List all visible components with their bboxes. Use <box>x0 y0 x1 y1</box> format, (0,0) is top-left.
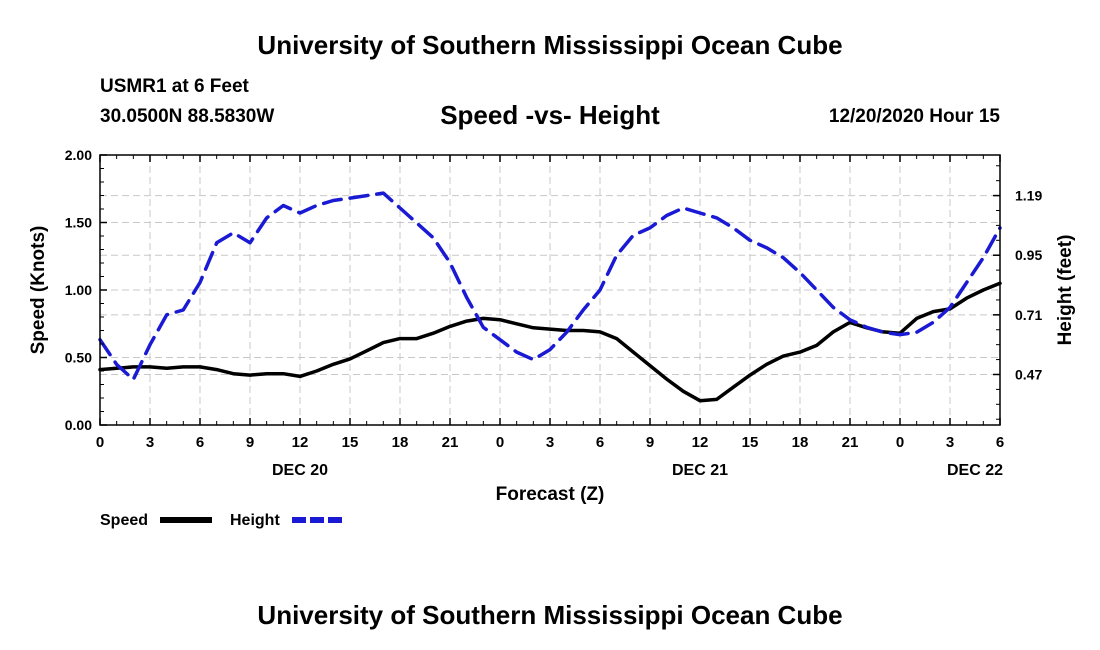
x-tick-label: 0 <box>896 434 904 451</box>
x-tick-label: 3 <box>146 434 154 451</box>
x-tick-label: 3 <box>946 434 954 451</box>
y-axis-title: Speed (Knots) <box>28 226 49 355</box>
y2-tick-label: 0.71 <box>1015 307 1042 323</box>
x-tick-label: 21 <box>842 434 859 451</box>
x-tick-label: 6 <box>196 434 204 451</box>
x-tick-label: 18 <box>792 434 809 451</box>
x-tick-label: 0 <box>496 434 504 451</box>
legend-label-speed: Speed <box>100 512 148 529</box>
day-label: DEC 22 <box>947 462 1003 479</box>
series-layer <box>98 191 1002 403</box>
page-title: University of Southern Mississippi Ocean… <box>257 30 843 60</box>
grid <box>100 155 1000 425</box>
legend: Speed Height <box>100 512 342 529</box>
footer-title: University of Southern Mississippi Ocean… <box>257 600 843 630</box>
legend-label-height: Height <box>230 512 280 529</box>
y-tick-label: 0.50 <box>65 350 92 366</box>
axes: 0 3 6 9 12 15 18 21 0 3 6 9 12 15 18 21 0 3 6 DEC 20 DEC 21 D… <box>65 147 1043 479</box>
y-tick-label: 2.00 <box>65 147 92 163</box>
day-label: DEC 21 <box>672 462 728 479</box>
y2-tick-label: 0.47 <box>1015 366 1042 382</box>
x-tick-label: 21 <box>442 434 459 451</box>
x-tick-label: 15 <box>742 434 759 451</box>
day-label: DEC 20 <box>272 462 328 479</box>
x-tick-label: 18 <box>392 434 409 451</box>
y-tick-label: 1.50 <box>65 215 92 231</box>
station-coordinates: 30.0500N 88.5830W <box>100 106 275 127</box>
chart-title: Speed -vs- Height <box>440 100 660 130</box>
y-tick-label: 1.00 <box>65 282 92 298</box>
x-tick-label: 12 <box>292 434 309 451</box>
series-line-height <box>98 191 1002 382</box>
x-tick-label: 0 <box>96 434 104 451</box>
y2-tick-label: 1.19 <box>1015 188 1042 204</box>
x-tick-label: 15 <box>342 434 359 451</box>
y-tick-label: 0.00 <box>65 417 92 433</box>
valid-time: 12/20/2020 Hour 15 <box>828 106 1000 127</box>
x-tick-label: 9 <box>246 434 254 451</box>
x-tick-label: 12 <box>692 434 709 451</box>
x-tick-label: 3 <box>546 434 554 451</box>
x-tick-label: 6 <box>596 434 604 451</box>
series-line-speed <box>98 281 1002 403</box>
y2-tick-label: 0.95 <box>1015 247 1042 263</box>
x-tick-label: 6 <box>996 434 1004 451</box>
x-axis-title: Forecast (Z) <box>496 484 605 505</box>
x-tick-label: 9 <box>646 434 654 451</box>
station-label: USMR1 at 6 Feet <box>100 76 249 97</box>
y2-axis-title: Height (feet) <box>1055 235 1076 346</box>
